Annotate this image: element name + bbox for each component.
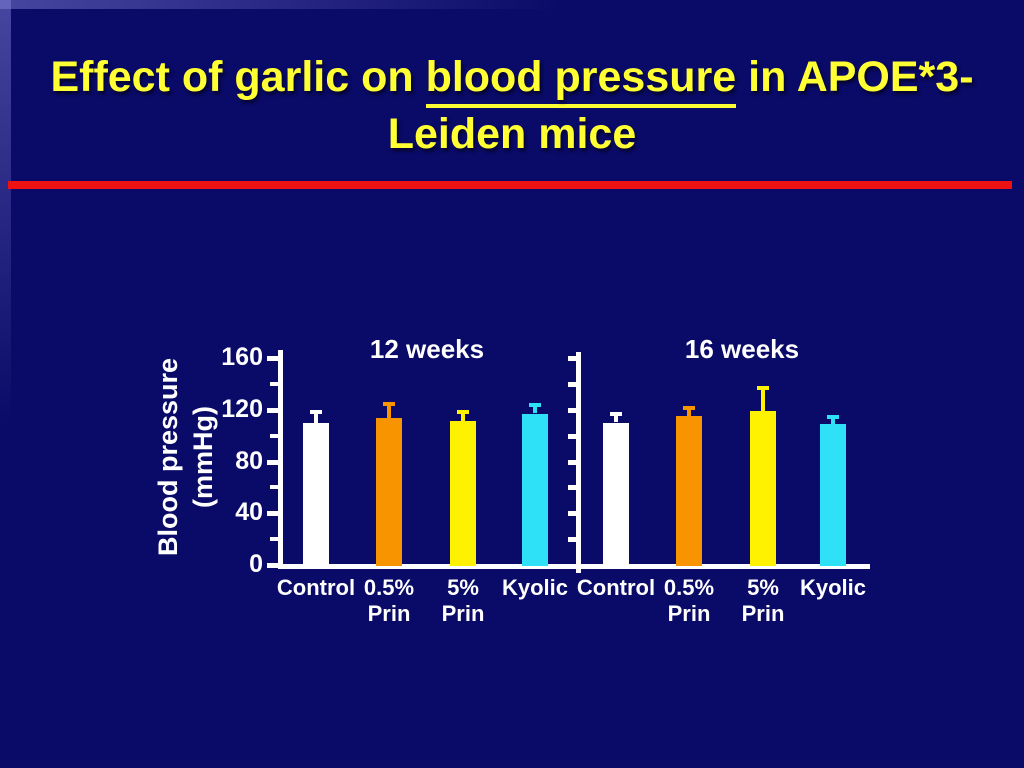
title-text: in APOE*3- <box>736 53 974 101</box>
y-axis2-tick-80 <box>568 460 576 465</box>
bar-12-weeks-5-prin <box>450 421 476 566</box>
title-underlined-text: blood pressure <box>425 51 737 108</box>
x-label-16-weeks-0-5-prin: 0.5% Prin <box>644 575 734 627</box>
title-text: Leiden mice <box>387 110 637 158</box>
y-tick-label-0: 0 <box>249 550 263 578</box>
y-axis-major-tick-0 <box>267 563 278 568</box>
slide-title: Effect of garlic on blood pressure in AP… <box>0 51 1024 161</box>
y-axis-major-tick-120 <box>267 408 278 413</box>
error-bar-stem-12-weeks-control <box>314 410 318 423</box>
y-axis-major-tick-80 <box>267 460 278 465</box>
bar-16-weeks-kyolic <box>820 424 846 566</box>
y-axis-major-tick-160 <box>267 356 278 361</box>
error-bar-stem-12-weeks-kyolic <box>533 403 537 413</box>
y-axis-minor-tick-60 <box>270 485 278 489</box>
error-bar-cap-12-weeks-kyolic <box>529 403 541 407</box>
y-axis2-tick-40 <box>568 511 576 516</box>
slide-edge-highlight-top <box>0 0 564 9</box>
x-label-line: Kyolic <box>501 575 569 600</box>
error-bar-stem-16-weeks-control <box>614 412 618 422</box>
y-axis2-tick-160 <box>568 356 576 361</box>
panel-title-12-weeks: 12 weeks <box>369 334 485 364</box>
x-label-line: Prin <box>367 601 411 626</box>
y-axis-minor-tick-140 <box>270 382 278 386</box>
x-label-12-weeks-0-5-prin: 0.5% Prin <box>344 575 434 627</box>
bar-16-weeks-5-prin <box>750 411 776 566</box>
y-axis2-tick-60 <box>568 485 576 490</box>
error-bar-stem-16-weeks-5-prin <box>761 386 765 411</box>
y-axis-16-weeks <box>576 352 581 573</box>
x-label-12-weeks-kyolic: Kyolic <box>490 575 580 601</box>
x-label-16-weeks-control: Control <box>571 575 661 601</box>
bar-16-weeks-0-5-prin <box>676 416 702 566</box>
x-label-line: 0.5% <box>363 575 415 600</box>
y-tick-label-80: 80 <box>235 447 263 475</box>
bar-12-weeks-0-5-prin <box>376 418 402 566</box>
y-axis-major-tick-40 <box>267 511 278 516</box>
x-label-line: 0.5% <box>663 575 715 600</box>
x-axis-baseline <box>278 564 870 569</box>
x-label-16-weeks-kyolic: Kyolic <box>788 575 878 601</box>
y-axis-minor-tick-100 <box>270 434 278 438</box>
y-axis-12-weeks <box>278 350 283 569</box>
bar-12-weeks-control <box>303 423 329 566</box>
x-label-line: Prin <box>741 601 785 626</box>
title-divider-line <box>8 181 1012 189</box>
x-label-16-weeks-5-prin: 5% Prin <box>718 575 808 627</box>
error-bar-cap-12-weeks-control <box>310 410 322 414</box>
x-label-line: Control <box>276 575 356 600</box>
x-label-line: 5% <box>747 575 779 600</box>
x-label-line: Kyolic <box>799 575 867 600</box>
error-bar-stem-12-weeks-5-prin <box>461 410 465 422</box>
x-label-line: 5% <box>447 575 479 600</box>
y-tick-label-120: 120 <box>221 395 263 423</box>
error-bar-stem-16-weeks-0-5-prin <box>687 406 691 416</box>
y-tick-label-40: 40 <box>235 498 263 526</box>
title-line: Leiden mice <box>0 108 1024 161</box>
error-bar-stem-12-weeks-0-5-prin <box>387 402 391 418</box>
y-axis2-tick-120 <box>568 408 576 413</box>
error-bar-stem-16-weeks-kyolic <box>831 415 835 424</box>
error-bar-cap-16-weeks-0-5-prin <box>683 406 695 410</box>
title-line: Effect of garlic on blood pressure in AP… <box>0 51 1024 108</box>
x-label-line: Prin <box>441 601 485 626</box>
bar-12-weeks-kyolic <box>522 414 548 566</box>
bar-16-weeks-control <box>603 423 629 566</box>
y-axis2-tick-140 <box>568 382 576 387</box>
title-text: Effect of garlic on <box>50 53 426 101</box>
error-bar-cap-12-weeks-0-5-prin <box>383 402 395 406</box>
x-label-line: Prin <box>667 601 711 626</box>
error-bar-cap-16-weeks-control <box>610 412 622 416</box>
y-axis2-tick-20 <box>568 537 576 542</box>
y-axis-minor-tick-20 <box>270 537 278 541</box>
y-tick-label-160: 160 <box>221 343 263 371</box>
x-label-12-weeks-5-prin: 5% Prin <box>418 575 508 627</box>
x-label-12-weeks-control: Control <box>271 575 361 601</box>
y-axis2-tick-100 <box>568 434 576 439</box>
error-bar-cap-16-weeks-kyolic <box>827 415 839 419</box>
error-bar-cap-16-weeks-5-prin <box>757 386 769 390</box>
slide-edge-highlight-left <box>0 0 11 423</box>
x-label-line: Control <box>576 575 656 600</box>
panel-title-16-weeks: 16 weeks <box>684 334 800 364</box>
error-bar-cap-12-weeks-5-prin <box>457 410 469 414</box>
